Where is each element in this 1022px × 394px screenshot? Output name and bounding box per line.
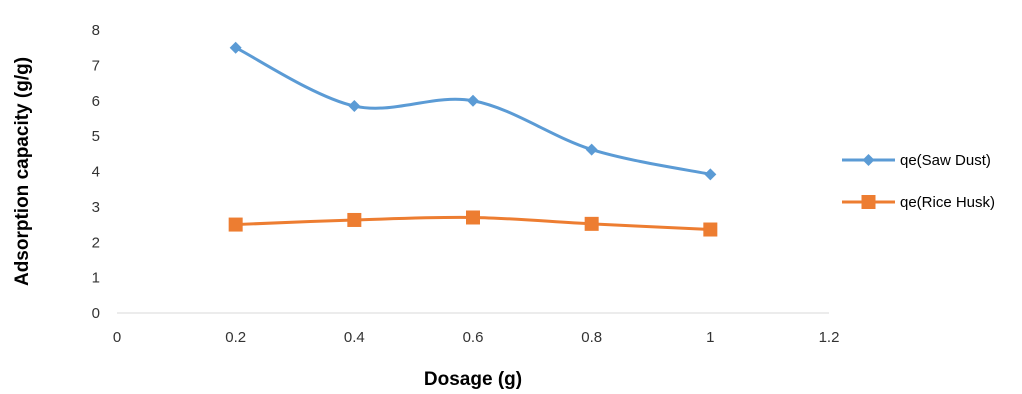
legend-item: qe(Saw Dust)	[842, 152, 991, 169]
x-axis-ticks: 0 0.2 0.4 0.6 0.8 1 1.2	[113, 329, 840, 346]
data-point	[703, 222, 718, 237]
series-rice-husk	[228, 210, 718, 237]
legend-label: qe(Rice Husk)	[900, 194, 995, 211]
legend-marker	[862, 154, 875, 166]
legend-item: qe(Rice Husk)	[842, 194, 995, 211]
data-point	[466, 210, 480, 225]
series-line	[235, 46, 711, 176]
y-tick-label: 7	[92, 57, 100, 74]
data-point	[467, 94, 479, 107]
series-saw-dust	[229, 41, 717, 181]
data-point	[228, 217, 243, 232]
legend-label: qe(Saw Dust)	[900, 152, 991, 169]
x-tick-label: 0.2	[225, 329, 246, 346]
y-tick-label: 3	[92, 199, 100, 216]
y-tick-label: 5	[92, 128, 100, 145]
data-point	[347, 212, 362, 227]
data-point	[585, 143, 598, 156]
y-tick-label: 8	[92, 22, 100, 39]
data-point	[348, 100, 361, 113]
x-tick-label: 0	[113, 329, 121, 346]
x-tick-label: 1.2	[819, 329, 840, 346]
axes: 0 0.2 0.4 0.6 0.8 1 1.2 0 1 2 3 4 5 6 7 8	[92, 22, 840, 346]
legend: qe(Saw Dust) qe(Rice Husk)	[842, 152, 995, 211]
x-tick-label: 0.6	[463, 329, 484, 346]
x-tick-label: 0.8	[581, 329, 602, 346]
data-point	[584, 216, 599, 231]
y-axis-title: Adsorption capacity (g/g)	[12, 57, 33, 286]
x-axis-title: Dosage (g)	[424, 369, 522, 390]
y-tick-label: 6	[92, 93, 100, 110]
y-axis-ticks: 0 1 2 3 4 5 6 7 8	[92, 22, 100, 322]
y-tick-label: 4	[92, 164, 100, 181]
y-tick-label: 1	[92, 270, 100, 287]
y-tick-label: 0	[92, 305, 100, 322]
legend-marker	[861, 195, 876, 209]
series-layer	[228, 41, 718, 237]
data-point	[229, 41, 242, 54]
y-tick-label: 2	[92, 234, 100, 251]
x-tick-label: 0.4	[344, 329, 365, 346]
data-point	[704, 168, 717, 181]
x-tick-label: 1	[706, 329, 714, 346]
